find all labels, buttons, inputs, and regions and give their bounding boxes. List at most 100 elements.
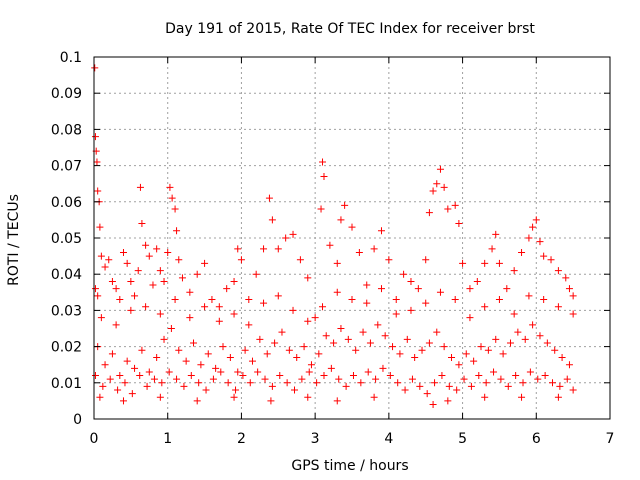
data-point [145, 252, 153, 260]
data-point [481, 259, 489, 267]
data-point [394, 379, 402, 387]
data-point [370, 245, 378, 253]
data-point [230, 393, 238, 401]
data-point [268, 382, 276, 390]
data-point [389, 343, 397, 351]
data-point [186, 288, 194, 296]
data-point [422, 256, 430, 264]
data-point [401, 386, 409, 394]
data-point [562, 274, 570, 282]
data-point [248, 357, 256, 365]
data-point [554, 303, 562, 311]
data-point [171, 205, 179, 213]
x-tick-label: 7 [606, 431, 615, 447]
data-point [123, 357, 131, 365]
data-point [307, 361, 315, 369]
data-point [370, 393, 378, 401]
data-point [536, 332, 544, 340]
data-point [127, 277, 135, 285]
x-tick-label: 5 [458, 431, 467, 447]
data-point [473, 277, 481, 285]
data-point [495, 259, 503, 267]
data-point [131, 292, 139, 300]
data-point [359, 328, 367, 336]
data-point [551, 346, 559, 354]
data-points [91, 64, 577, 409]
data-point [433, 180, 441, 188]
data-point [554, 267, 562, 275]
data-point [341, 201, 349, 209]
data-point [440, 343, 448, 351]
data-point [134, 267, 142, 275]
data-point [355, 248, 363, 256]
data-point [143, 382, 151, 390]
data-point [223, 285, 231, 293]
data-point [304, 274, 312, 282]
data-point [182, 357, 190, 365]
y-tick-label: 0.05 [51, 231, 82, 247]
data-point [160, 335, 168, 343]
data-point [119, 397, 127, 405]
data-point [215, 317, 223, 325]
data-point [190, 339, 198, 347]
data-point [467, 382, 475, 390]
data-point [357, 379, 365, 387]
data-point [565, 361, 573, 369]
data-point [260, 245, 268, 253]
data-point [173, 375, 181, 383]
data-point [460, 375, 468, 383]
data-point [156, 393, 164, 401]
data-point [164, 248, 172, 256]
data-point [377, 227, 385, 235]
data-point [444, 205, 452, 213]
data-point [337, 325, 345, 332]
data-point [320, 372, 328, 380]
data-point [510, 267, 518, 275]
data-point [529, 223, 537, 231]
data-point [333, 397, 341, 405]
data-point [237, 256, 245, 264]
x-tick-label: 6 [532, 431, 541, 447]
x-tick-label: 2 [237, 431, 246, 447]
data-point [97, 314, 105, 322]
data-point [215, 303, 223, 311]
y-tick-label: 0.08 [51, 122, 82, 138]
data-point [396, 350, 404, 358]
data-point [326, 241, 334, 249]
data-point [563, 375, 571, 383]
data-point [121, 379, 129, 387]
data-point [352, 346, 360, 354]
data-point [525, 234, 533, 242]
data-point [342, 382, 350, 390]
data-point [158, 379, 166, 387]
data-point [197, 361, 205, 369]
data-point [518, 393, 526, 401]
data-point [311, 314, 319, 322]
data-point [506, 339, 514, 347]
y-tick-label: 0.09 [51, 86, 82, 102]
y-axis-label: ROTI / TECUs [6, 194, 22, 286]
data-point [495, 296, 503, 304]
data-point [344, 335, 352, 343]
data-point [411, 353, 419, 361]
data-point [127, 306, 135, 314]
data-point [565, 285, 573, 293]
data-point [470, 357, 478, 365]
data-point [101, 263, 109, 271]
data-point [337, 216, 345, 224]
x-tick-label: 1 [163, 431, 172, 447]
data-point [254, 368, 262, 376]
data-point [119, 248, 127, 256]
x-axis-tick-labels: 0 1 2 3 4 5 6 7 [90, 431, 615, 447]
data-point [241, 346, 249, 354]
data-point [403, 335, 411, 343]
data-point [93, 158, 101, 166]
data-point [335, 375, 343, 383]
data-point [274, 245, 282, 253]
data-point [245, 321, 253, 329]
data-point [488, 245, 496, 253]
data-point [291, 386, 299, 394]
data-point [543, 339, 551, 347]
data-point [504, 382, 512, 390]
